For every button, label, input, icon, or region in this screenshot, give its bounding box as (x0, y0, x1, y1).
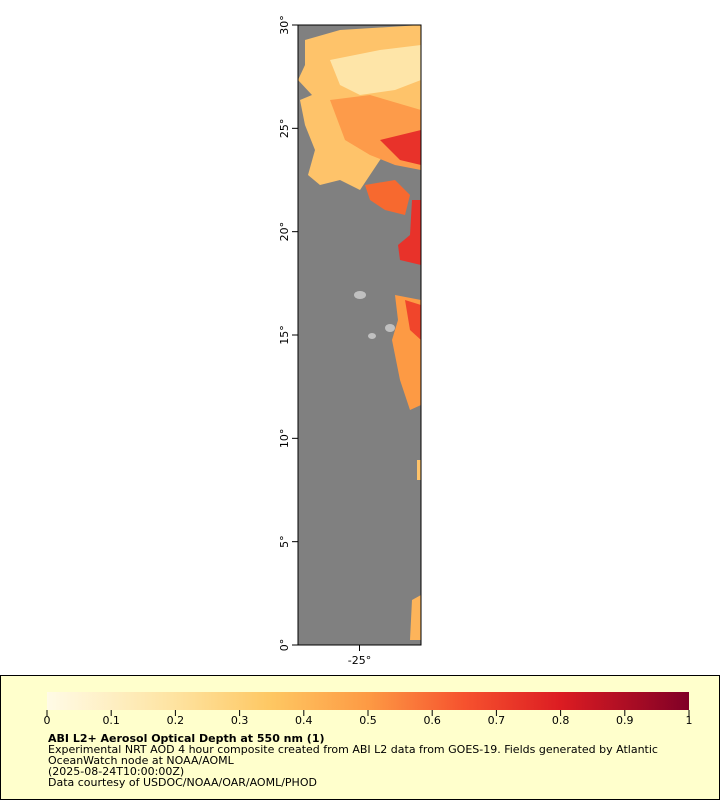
legend-text: Experimental NRT AOD 4 hour composite cr… (48, 744, 708, 788)
lat-tick-label: 0° (278, 639, 291, 652)
colorbar-tick-label: 1 (686, 714, 693, 727)
legend-title: ABI L2+ Aerosol Optical Depth at 550 nm … (48, 732, 325, 745)
lon-tick-label: -25° (348, 654, 371, 667)
colorbar-tick-label: 0.9 (616, 714, 634, 727)
description: Experimental NRT AOD 4 hour composite cr… (48, 743, 658, 767)
lat-tick-label: 25° (278, 119, 291, 139)
colorbar-tick-label: 0.7 (488, 714, 506, 727)
colorbar-tick-label: 0.8 (552, 714, 570, 727)
colorbar-tick-label: 0.6 (423, 714, 441, 727)
colorbar-tick-label: 0.2 (167, 714, 185, 727)
colorbar-tick-label: 0.5 (359, 714, 377, 727)
credit: Data courtesy of USDOC/NOAA/OAR/AOML/PHO… (48, 776, 317, 789)
lat-tick-label: 30° (278, 15, 291, 35)
lat-tick-label: 10° (278, 429, 291, 449)
colorbar-tick-label: 0 (44, 714, 51, 727)
colorbar (47, 692, 689, 710)
lat-tick-label: 5° (278, 535, 291, 548)
lat-tick-label: 20° (278, 222, 291, 242)
colorbar-tick-label: 0.1 (102, 714, 120, 727)
colorbar-tick-label: 0.3 (231, 714, 249, 727)
map-image (298, 25, 421, 645)
time: (2025-08-24T10:00:00Z) (48, 765, 185, 778)
lat-tick-label: 15° (278, 325, 291, 345)
colorbar-tick-label: 0.4 (295, 714, 313, 727)
